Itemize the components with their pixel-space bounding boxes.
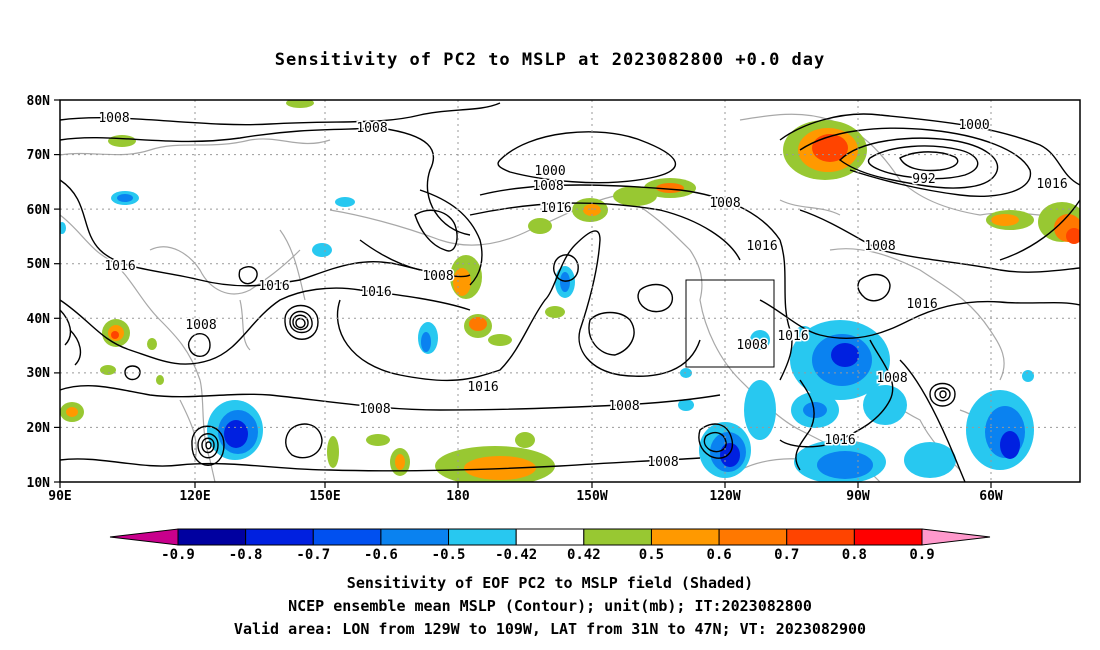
colorbar-left-arrow (109, 528, 179, 546)
contour-label: 1008 (98, 111, 129, 126)
lon-label: 150W (576, 489, 607, 504)
lat-label: 60N (27, 203, 51, 218)
colorbar-cell (786, 528, 855, 546)
contour-label: 1016 (360, 285, 391, 300)
contour-label: 1008 (736, 338, 767, 353)
colorbar-cell (245, 528, 314, 546)
contour-label: 1008 (532, 179, 563, 194)
lat-label: 10N (27, 476, 51, 491)
contour-label: 1000 (958, 118, 989, 133)
contour-label: 1016 (777, 329, 808, 344)
lon-label: 60W (979, 489, 1003, 504)
contour-label: 1000 (534, 164, 565, 179)
colorbar-label: -0.8 (229, 547, 263, 563)
contour-label: 1008 (359, 402, 390, 417)
lat-label: 80N (27, 94, 51, 109)
colorbar-label: 0.9 (909, 547, 934, 563)
lon-label: 90E (48, 489, 71, 504)
tick-marks (54, 99, 992, 488)
colorbar-label: -0.6 (364, 547, 398, 563)
colorbar: -0.9 -0.8 -0.7 -0.6 -0.5 -0.42 0.42 0.5 0.6 0.7 0.… (109, 528, 991, 563)
footer-line-1: Sensitivity of EOF PC2 to MSLP field (Sh… (346, 574, 754, 592)
map-title: Sensitivity of PC2 to MSLP at 2023082800… (274, 50, 826, 70)
lon-label: 150E (309, 489, 340, 504)
colorbar-label: 0.5 (639, 547, 664, 563)
contour-label: 1016 (467, 380, 498, 395)
lon-label: 90W (846, 489, 870, 504)
grid-lines (60, 100, 1080, 482)
colorbar-label: -0.42 (495, 547, 537, 563)
lat-label: 40N (27, 312, 51, 327)
lat-label: 30N (27, 366, 51, 381)
colorbar-label: 0.6 (706, 547, 731, 563)
contour-label: 1008 (876, 371, 907, 386)
contour-label: 1016 (906, 297, 937, 312)
contour-label: 1016 (540, 201, 571, 216)
contour-label: 1016 (104, 259, 135, 274)
lon-label: 120E (179, 489, 210, 504)
colorbar-label: 0.8 (842, 547, 867, 563)
lat-label: 70N (27, 148, 51, 163)
contour-label-group: 1008 1008 1000 1008 1016 1008 1000 992 1… (97, 110, 1069, 472)
contour-label: 1008 (608, 399, 639, 414)
contour-label: 1008 (422, 269, 453, 284)
mslp-contours (60, 102, 1080, 482)
colorbar-cell (312, 528, 382, 546)
colorbar-label: -0.5 (432, 547, 466, 563)
sensitivity-shading (60, 100, 1080, 482)
contour-label: 1008 (185, 318, 216, 333)
colorbar-cell (177, 528, 247, 546)
colorbar-right-arrow (921, 528, 991, 546)
lat-label: 50N (27, 257, 51, 272)
colorbar-cell (853, 528, 923, 546)
footer-line-3: Valid area: LON from 129W to 109W, LAT f… (233, 620, 867, 638)
contour-label: 1008 (709, 196, 740, 211)
colorbar-label: -0.7 (296, 547, 330, 563)
colorbar-cell (515, 528, 585, 546)
colorbar-cell (650, 528, 720, 546)
colorbar-cell (448, 528, 517, 546)
contour-label: 1008 (356, 121, 387, 136)
colorbar-cell (380, 528, 450, 546)
lon-label: 120W (709, 489, 740, 504)
colorbar-label: 0.42 (567, 547, 601, 563)
colorbar-label: -0.9 (161, 547, 195, 563)
contour-label: 1016 (746, 239, 777, 254)
contour-label: 1016 (824, 433, 855, 448)
contour-label: 1016 (258, 279, 289, 294)
colorbar-cell (718, 528, 788, 546)
lon-label: 180 (446, 489, 470, 504)
colorbar-label: 0.7 (774, 547, 799, 563)
contour-label: 1016 (1036, 177, 1067, 192)
valid-area-box (685, 279, 775, 368)
contour-label: 992 (912, 172, 935, 187)
contour-label: 1008 (864, 239, 895, 254)
lat-label: 20N (27, 421, 51, 436)
colorbar-cell (583, 528, 652, 546)
plot-frame (59, 99, 1081, 483)
footer-line-2: NCEP ensemble mean MSLP (Contour); unit(… (288, 597, 812, 615)
contour-label: 1008 (647, 455, 678, 470)
